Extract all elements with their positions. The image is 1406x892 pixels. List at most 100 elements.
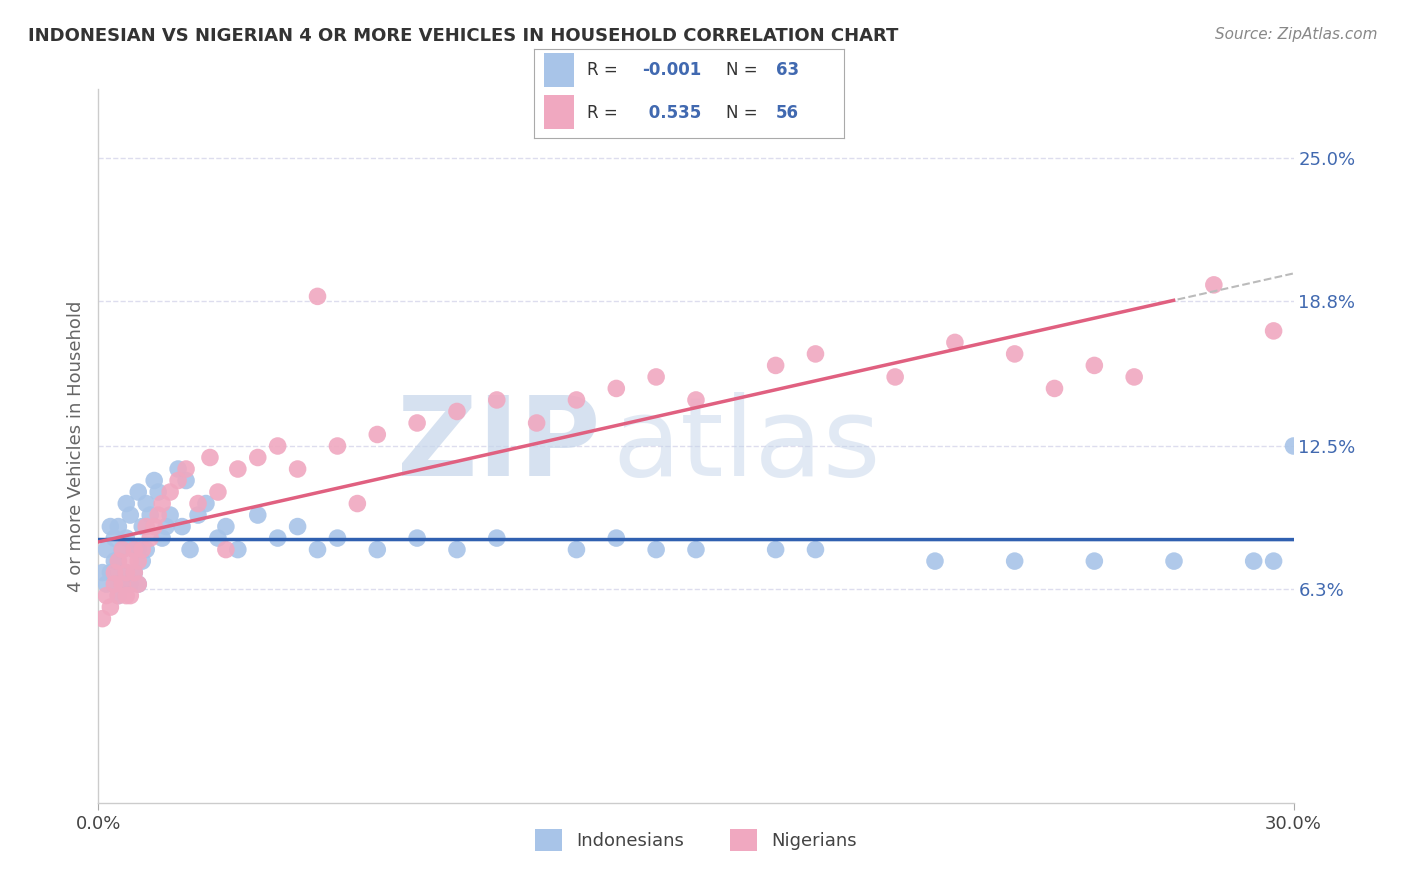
Point — [485, 531, 508, 545]
Point — [98, 600, 122, 615]
Point — [167, 462, 190, 476]
Text: 0.535: 0.535 — [643, 104, 700, 122]
Point — [172, 519, 194, 533]
Point — [246, 450, 269, 465]
Point — [765, 359, 787, 373]
Point — [366, 542, 388, 557]
Point — [103, 554, 125, 568]
Text: N =: N = — [725, 61, 758, 78]
Point — [804, 542, 827, 557]
Point — [107, 519, 129, 533]
Point — [115, 589, 138, 603]
Y-axis label: 4 or more Vehicles in Household: 4 or more Vehicles in Household — [66, 301, 84, 591]
Bar — [544, 53, 575, 87]
Point — [765, 542, 787, 557]
Point — [127, 577, 149, 591]
Point — [139, 508, 162, 522]
Point — [115, 497, 138, 511]
Point — [135, 542, 157, 557]
Point — [103, 531, 125, 545]
Point — [207, 485, 229, 500]
Point — [131, 554, 153, 568]
Point — [195, 497, 218, 511]
Point — [267, 531, 290, 545]
Point — [91, 566, 114, 580]
Point — [1004, 347, 1026, 361]
Point — [98, 519, 122, 533]
Text: -0.001: -0.001 — [643, 61, 702, 78]
Point — [685, 542, 707, 557]
Point — [1243, 554, 1265, 568]
Point — [215, 542, 238, 557]
Text: 63: 63 — [776, 61, 799, 78]
Point — [96, 542, 118, 557]
Point — [127, 554, 149, 568]
Point — [107, 589, 129, 603]
Point — [207, 531, 229, 545]
Text: ZIP: ZIP — [396, 392, 600, 500]
Text: Source: ZipAtlas.com: Source: ZipAtlas.com — [1215, 27, 1378, 42]
Point — [307, 542, 329, 557]
Point — [215, 519, 238, 533]
Point — [446, 542, 468, 557]
Point — [115, 566, 138, 580]
Point — [287, 519, 309, 533]
Point — [111, 577, 134, 591]
Point — [406, 531, 429, 545]
Point — [346, 497, 368, 511]
Point — [1004, 554, 1026, 568]
Text: R =: R = — [586, 104, 617, 122]
Text: atlas: atlas — [613, 392, 880, 500]
Point — [115, 531, 138, 545]
Point — [326, 439, 349, 453]
Point — [943, 335, 966, 350]
Point — [131, 519, 153, 533]
Point — [174, 462, 197, 476]
Point — [107, 554, 129, 568]
Point — [645, 542, 668, 557]
Point — [124, 542, 146, 557]
Point — [565, 392, 588, 407]
Point — [485, 392, 508, 407]
Point — [1263, 324, 1285, 338]
Point — [91, 612, 114, 626]
Point — [187, 508, 209, 522]
Point — [111, 542, 134, 557]
Point — [96, 589, 118, 603]
Point — [326, 531, 349, 545]
Point — [120, 508, 142, 522]
Text: N =: N = — [725, 104, 758, 122]
Point — [115, 566, 138, 580]
Point — [127, 542, 149, 557]
Point — [143, 474, 166, 488]
Point — [1163, 554, 1185, 568]
Point — [124, 566, 146, 580]
Point — [124, 542, 146, 557]
Point — [179, 542, 201, 557]
Point — [124, 566, 146, 580]
Point — [174, 474, 197, 488]
Point — [96, 577, 118, 591]
Point — [645, 370, 668, 384]
Point — [1083, 554, 1105, 568]
Point — [226, 542, 249, 557]
Bar — [544, 95, 575, 129]
Point — [884, 370, 907, 384]
Point — [143, 519, 166, 533]
Point — [148, 508, 170, 522]
Point — [1282, 439, 1305, 453]
Point — [198, 450, 221, 465]
Point — [98, 566, 122, 580]
Point — [127, 485, 149, 500]
Point — [111, 577, 134, 591]
Point — [1202, 277, 1225, 292]
Point — [1263, 554, 1285, 568]
Point — [287, 462, 309, 476]
Point — [406, 416, 429, 430]
Point — [150, 531, 173, 545]
Point — [103, 577, 125, 591]
Point — [120, 589, 142, 603]
Point — [267, 439, 290, 453]
Point — [246, 508, 269, 522]
Point — [103, 566, 125, 580]
